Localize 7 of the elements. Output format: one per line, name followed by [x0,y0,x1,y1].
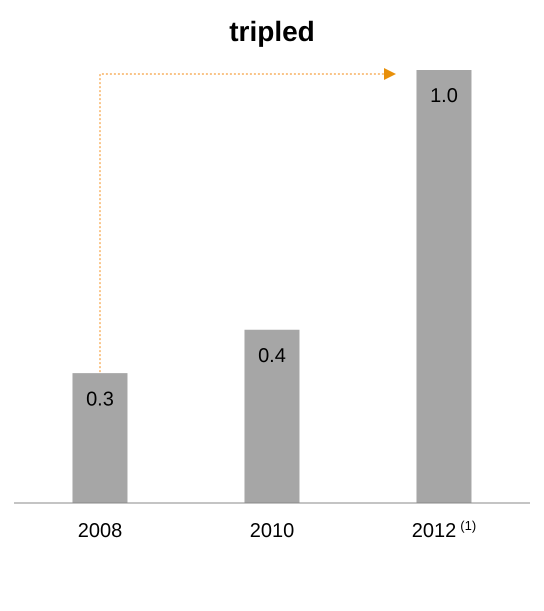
data-label: 0.4 [258,345,286,367]
x-tick-label: 2010 [250,520,294,542]
data-label: 1.0 [430,85,458,108]
x-tick-label: 2008 [78,520,122,542]
x-tick-label: 2012$^{(1)}$ [412,518,476,542]
text: tripled [228,16,316,48]
data-label: 0.3 [86,388,114,410]
